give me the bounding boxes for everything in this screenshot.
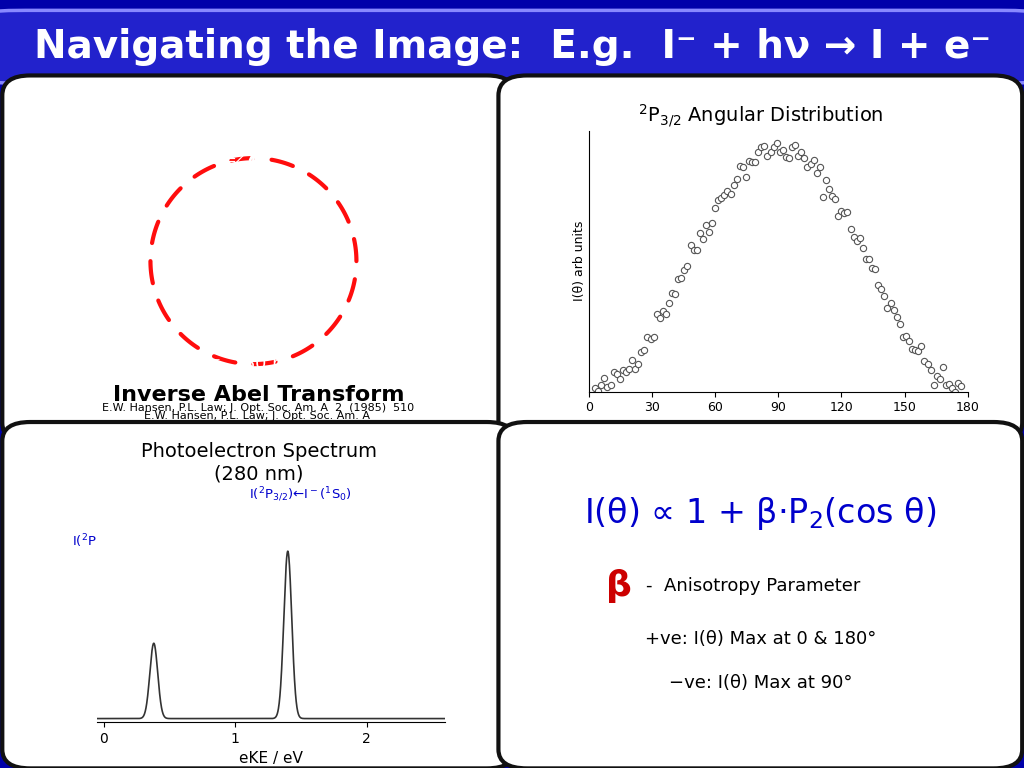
Text: E.W. Hansen, P.L. Law; J. Opt. Soc. Am. A: E.W. Hansen, P.L. Law; J. Opt. Soc. Am. … [143, 411, 374, 421]
Text: I(θ) ∝ 1 + β·P$_2$(cos θ): I(θ) ∝ 1 + β·P$_2$(cos θ) [584, 495, 937, 531]
X-axis label: eKE / eV: eKE / eV [240, 751, 303, 766]
Text: +ve: I(θ) Max at 0 & 180°: +ve: I(θ) Max at 0 & 180° [645, 631, 876, 648]
Text: $r$: $r$ [332, 294, 342, 312]
Text: Photoelectron Spectrum
(280 nm): Photoelectron Spectrum (280 nm) [140, 442, 377, 483]
Text: $^2$P$_{3/2}$ Angular Distribution: $^2$P$_{3/2}$ Angular Distribution [638, 102, 883, 129]
Text: eKE = hν − eBE: eKE = hν − eBE [239, 634, 372, 651]
FancyBboxPatch shape [499, 422, 1022, 768]
Text: Inverse Abel Transform: Inverse Abel Transform [113, 385, 404, 405]
Text: I($^2$P$_{1/2}$)←I$^-$($^1$S$_0$): I($^2$P$_{1/2}$)←I$^-$($^1$S$_0$) [72, 532, 175, 551]
FancyBboxPatch shape [2, 422, 515, 768]
Text: −ve: I(θ) Max at 90°: −ve: I(θ) Max at 90° [669, 674, 852, 693]
Text: I($^2$P$_{3/2}$)←I$^-$($^1$S$_0$): I($^2$P$_{3/2}$)←I$^-$($^1$S$_0$) [249, 485, 352, 504]
Text: E.W. Hansen, P.L. Law; J. Opt. Soc. Am. A  2  (1985)  510: E.W. Hansen, P.L. Law; J. Opt. Soc. Am. … [102, 402, 415, 413]
Text: -  Anisotropy Parameter: - Anisotropy Parameter [646, 577, 860, 594]
FancyBboxPatch shape [499, 75, 1022, 443]
FancyBboxPatch shape [0, 10, 1024, 84]
FancyBboxPatch shape [2, 75, 515, 443]
Text: Navigating the Image:  E.g.  I⁻ + hν → I + e⁻: Navigating the Image: E.g. I⁻ + hν → I +… [34, 28, 990, 66]
Text: I⁻, 280 nm: I⁻, 280 nm [206, 355, 301, 373]
Text: $\varepsilon_p\!\equiv\!Z$: $\varepsilon_p\!\equiv\!Z$ [213, 152, 247, 169]
Text: β: β [605, 569, 632, 603]
X-axis label: θ: θ [773, 420, 783, 438]
Text: $\theta$: $\theta$ [263, 259, 274, 276]
Y-axis label: I(θ) arb units: I(θ) arb units [573, 221, 586, 301]
